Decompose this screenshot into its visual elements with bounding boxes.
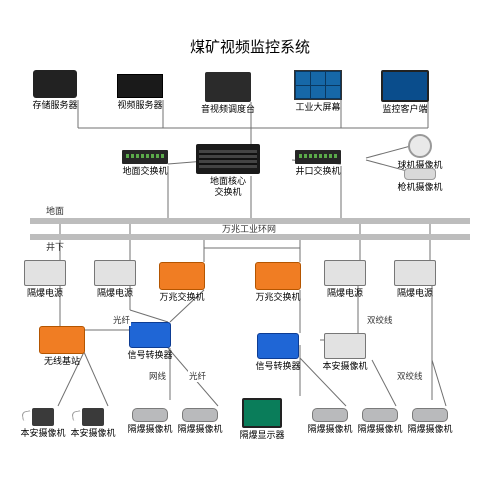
label-excam2: 隔爆摄像机 bbox=[165, 424, 235, 435]
label-p_switch: 井口交换机 bbox=[283, 166, 353, 177]
label-tg1: 万兆交换机 bbox=[147, 292, 217, 303]
diagram-canvas: 煤矿视频监控系统 地面 井下 万兆工业环网 存储服务器 视频服务器 音视频调度台 工业… bbox=[0, 0, 500, 500]
zone-ring: 万兆工业环网 bbox=[222, 222, 276, 235]
label-storage: 存储服务器 bbox=[20, 100, 90, 111]
label-wbs: 无线基站 bbox=[27, 356, 97, 367]
node-g_switch: 地面交换机 bbox=[110, 150, 180, 177]
label-core: 地面核心交换机 bbox=[193, 176, 263, 198]
label-tg2: 万兆交换机 bbox=[243, 292, 313, 303]
label-dispatch: 音视频调度台 bbox=[193, 104, 263, 115]
node-wbs: 无线基站 bbox=[27, 326, 97, 367]
label-psu2: 隔爆电源 bbox=[80, 288, 150, 299]
zone-under: 井下 bbox=[46, 240, 64, 253]
node-iscb: 本安摄像机 bbox=[310, 333, 380, 372]
label-gun: 枪机摄像机 bbox=[385, 182, 455, 193]
node-video: 视频服务器 bbox=[105, 74, 175, 111]
node-psu3: 隔爆电源 bbox=[310, 260, 380, 299]
node-dispatch: 音视频调度台 bbox=[193, 72, 263, 115]
node-psu2: 隔爆电源 bbox=[80, 260, 150, 299]
diagram-title: 煤矿视频监控系统 bbox=[0, 36, 500, 57]
node-excam2: 隔爆摄像机 bbox=[165, 408, 235, 435]
node-ptz: 球机摄像机 bbox=[385, 134, 455, 171]
node-client: 监控客户端 bbox=[370, 70, 440, 115]
node-gun: 枪机摄像机 bbox=[385, 168, 455, 193]
node-conv2: 信号转换器 bbox=[243, 333, 313, 372]
node-excam5: 隔爆摄像机 bbox=[395, 408, 465, 435]
link-label: 网线 bbox=[148, 370, 167, 382]
node-psu1: 隔爆电源 bbox=[10, 260, 80, 299]
label-client: 监控客户端 bbox=[370, 104, 440, 115]
link-label: 光纤 bbox=[188, 370, 207, 382]
label-g_switch: 地面交换机 bbox=[110, 166, 180, 177]
label-exmon: 隔爆显示器 bbox=[227, 430, 297, 441]
node-conv1: 信号转换器 bbox=[115, 322, 185, 361]
node-storage: 存储服务器 bbox=[20, 70, 90, 111]
node-psu4: 隔爆电源 bbox=[380, 260, 450, 299]
label-psu3: 隔爆电源 bbox=[310, 288, 380, 299]
label-excam5: 隔爆摄像机 bbox=[395, 424, 465, 435]
link-label: 双绞线 bbox=[366, 314, 394, 326]
link-label: 光纤 bbox=[112, 314, 131, 326]
label-iscb: 本安摄像机 bbox=[310, 361, 380, 372]
node-wall: 工业大屏幕 bbox=[283, 70, 353, 113]
label-psu1: 隔爆电源 bbox=[10, 288, 80, 299]
node-tg2: 万兆交换机 bbox=[243, 262, 313, 303]
label-psu4: 隔爆电源 bbox=[380, 288, 450, 299]
link-label: 双绞线 bbox=[396, 370, 424, 382]
label-conv2: 信号转换器 bbox=[243, 361, 313, 372]
zone-surface: 地面 bbox=[46, 204, 64, 217]
label-conv1: 信号转换器 bbox=[115, 350, 185, 361]
node-exmon: 隔爆显示器 bbox=[227, 398, 297, 441]
node-core: 地面核心交换机 bbox=[193, 144, 263, 198]
label-video: 视频服务器 bbox=[105, 100, 175, 111]
label-wall: 工业大屏幕 bbox=[283, 102, 353, 113]
node-p_switch: 井口交换机 bbox=[283, 150, 353, 177]
node-tg1: 万兆交换机 bbox=[147, 262, 217, 303]
